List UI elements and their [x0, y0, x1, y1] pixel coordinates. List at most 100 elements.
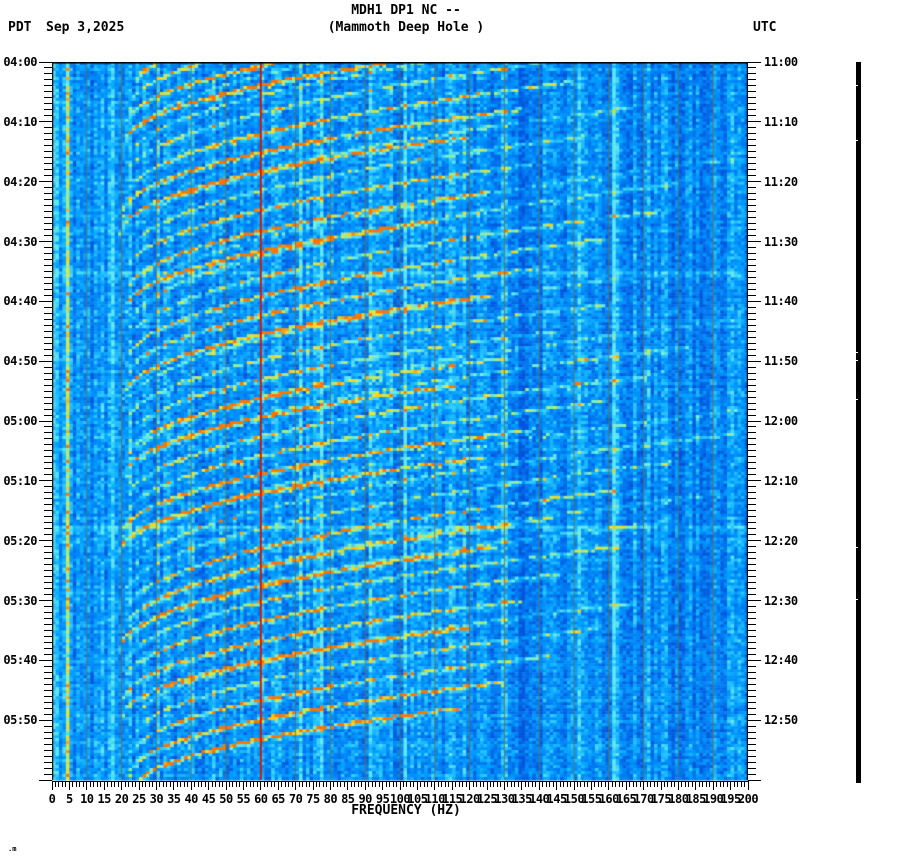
- freq-tick-label: 65: [271, 792, 285, 806]
- axis-tick: [748, 79, 756, 81]
- axis-tick: [44, 91, 52, 93]
- axis-tick: [748, 67, 756, 69]
- axis-tick: [44, 510, 52, 512]
- axis-tick: [44, 258, 52, 260]
- freq-tick-label: 185: [685, 792, 707, 806]
- freq-tick-label: 140: [529, 792, 550, 806]
- axis-tick: [747, 781, 749, 790]
- axis-tick: [44, 689, 52, 691]
- axis-tick: [583, 781, 585, 787]
- axis-tick: [748, 635, 756, 637]
- axis-tick: [653, 781, 655, 787]
- axis-tick: [748, 414, 756, 416]
- axis-tick: [723, 781, 725, 787]
- axis-tick: [44, 456, 52, 458]
- axis-tick: [748, 294, 756, 296]
- axis-tick: [636, 781, 638, 787]
- axis-tick: [748, 456, 756, 458]
- axis-tick: [180, 781, 182, 787]
- axis-tick: [44, 749, 52, 751]
- axis-tick: [416, 781, 418, 790]
- axis-tick: [39, 480, 52, 482]
- page-title: MDH1 DP1 NC --: [351, 3, 461, 18]
- axis-tick: [39, 360, 52, 362]
- axis-tick: [712, 781, 714, 790]
- axis-tick: [228, 781, 230, 787]
- axis-tick: [748, 336, 756, 338]
- axis-tick: [748, 773, 756, 775]
- axis-tick: [44, 498, 52, 500]
- axis-tick: [44, 767, 52, 769]
- axis-tick: [107, 781, 109, 787]
- time-label-right: 12:30: [764, 593, 798, 608]
- axis-tick: [270, 781, 272, 787]
- axis-tick: [44, 486, 52, 488]
- axis-tick: [44, 647, 52, 649]
- axis-tick: [748, 163, 756, 165]
- axis-tick: [382, 781, 384, 790]
- axis-tick: [448, 781, 450, 787]
- axis-tick: [601, 781, 603, 787]
- time-label-right: 12:40: [764, 653, 798, 668]
- axis-tick: [44, 408, 52, 410]
- axis-tick: [169, 781, 171, 787]
- axis-tick: [44, 761, 52, 763]
- axis-tick: [44, 229, 52, 231]
- axis-tick: [748, 695, 756, 697]
- axis-tick: [660, 781, 662, 790]
- axis-tick: [44, 605, 52, 607]
- axis-tick: [748, 582, 756, 584]
- axis-tick: [305, 781, 307, 787]
- axis-tick: [44, 707, 52, 709]
- axis-tick: [730, 781, 732, 790]
- axis-tick: [44, 725, 52, 727]
- spectrogram-plot[interactable]: [52, 62, 748, 781]
- axis-tick: [396, 781, 398, 787]
- axis-tick: [413, 781, 415, 787]
- axis-tick: [748, 109, 756, 111]
- axis-tick: [368, 781, 370, 787]
- axis-tick: [378, 781, 380, 787]
- axis-tick: [748, 324, 756, 326]
- axis-tick: [748, 246, 756, 248]
- axis-tick: [549, 781, 551, 787]
- axis-tick: [507, 781, 509, 787]
- axis-tick: [44, 564, 52, 566]
- axis-tick: [333, 781, 335, 787]
- time-label-left: 04:20: [3, 174, 37, 189]
- axis-tick: [44, 252, 52, 254]
- axis-tick: [44, 773, 52, 775]
- axis-tick: [302, 781, 304, 787]
- axis-tick: [44, 546, 52, 548]
- amplitude-bar-nick: [856, 352, 858, 353]
- axis-tick: [702, 781, 704, 787]
- axis-tick: [748, 504, 756, 506]
- freq-tick-label: 115: [442, 792, 463, 806]
- axis-tick: [138, 781, 140, 790]
- axis-tick: [274, 781, 276, 787]
- axis-tick: [39, 300, 52, 302]
- axis-tick: [748, 330, 756, 332]
- axis-tick: [748, 235, 756, 237]
- axis-tick: [117, 781, 119, 787]
- axis-tick: [748, 390, 756, 392]
- axis-tick: [430, 781, 432, 787]
- axis-tick: [44, 468, 52, 470]
- axis-tick: [552, 781, 554, 787]
- axis-tick: [222, 781, 224, 787]
- axis-tick: [39, 241, 52, 242]
- axis-tick: [312, 781, 314, 790]
- axis-tick: [748, 444, 756, 446]
- axis-tick: [100, 781, 102, 787]
- timezone-left-label: PDT: [8, 20, 32, 35]
- axis-tick: [748, 540, 761, 542]
- axis-tick: [44, 133, 52, 135]
- axis-tick: [748, 701, 756, 703]
- axis-tick: [44, 67, 52, 69]
- axis-tick: [44, 235, 52, 237]
- axis-tick: [44, 444, 52, 446]
- axis-tick: [451, 781, 453, 790]
- axis-tick: [705, 781, 707, 787]
- axis-tick: [423, 781, 425, 787]
- time-label-left: 04:10: [3, 114, 37, 129]
